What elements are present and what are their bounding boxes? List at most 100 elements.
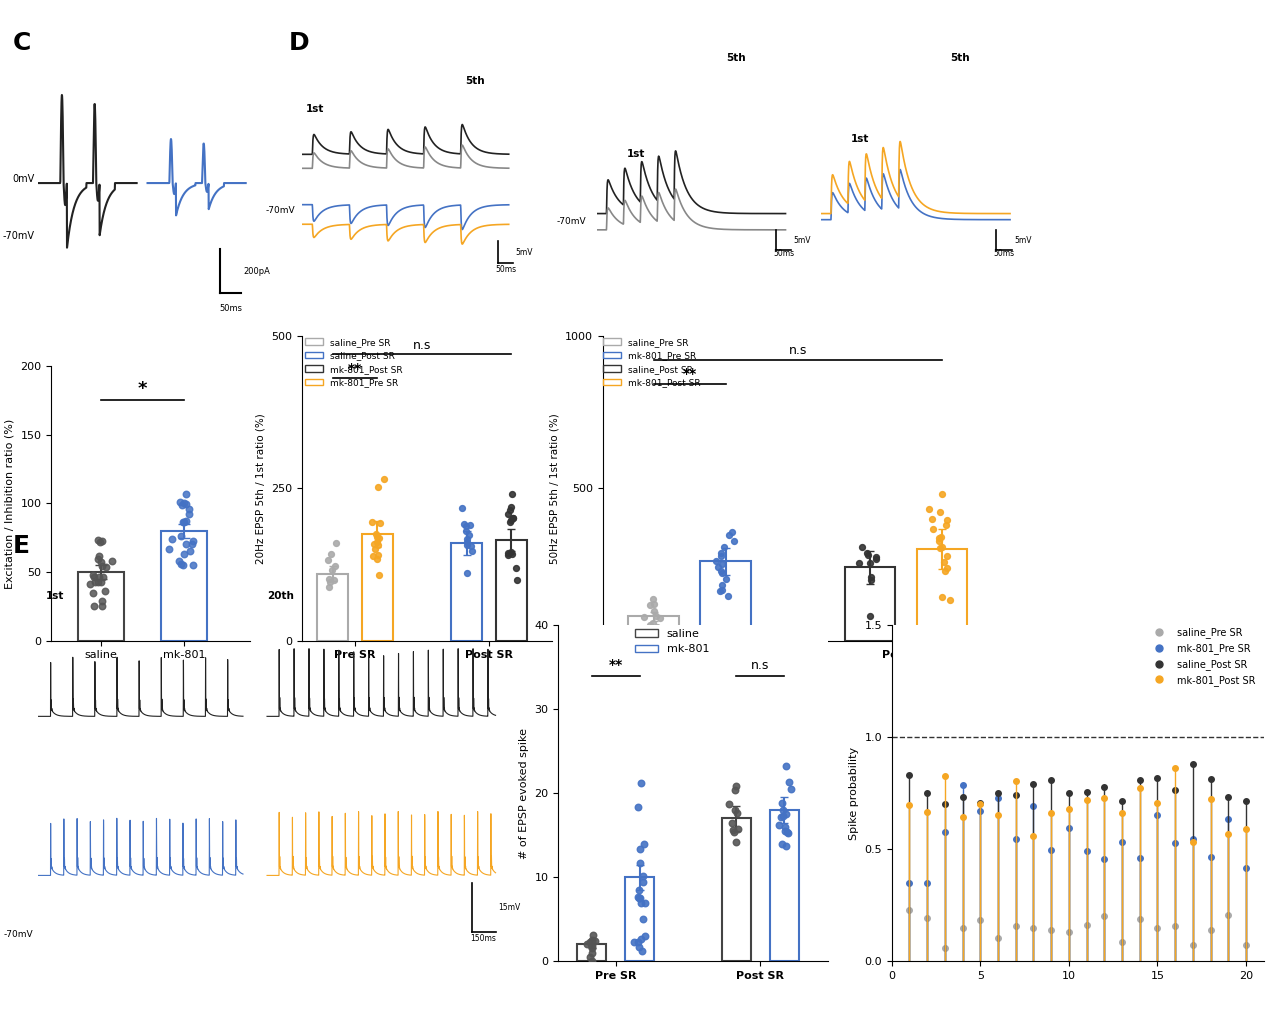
- Point: [776, 758, 797, 774]
- Point: [776, 837, 797, 853]
- Point: [625, 934, 645, 950]
- Point: [857, 545, 878, 561]
- Point: [87, 532, 108, 548]
- Point: [930, 503, 951, 520]
- Point: [368, 566, 389, 583]
- Point: [630, 890, 650, 906]
- Point: [171, 555, 191, 572]
- Bar: [770, 810, 798, 961]
- Point: [712, 577, 733, 593]
- Point: [643, 615, 663, 632]
- Point: [325, 558, 345, 575]
- Point: [706, 552, 726, 569]
- Point: [708, 558, 729, 575]
- Point: [634, 608, 654, 624]
- Point: [866, 551, 887, 567]
- Point: [725, 834, 745, 850]
- Point: [727, 804, 748, 821]
- Point: [502, 499, 522, 516]
- Point: [725, 801, 745, 818]
- Point: [178, 500, 199, 517]
- Point: [498, 546, 518, 562]
- Point: [635, 928, 656, 944]
- Point: [459, 527, 480, 543]
- Point: [774, 809, 794, 825]
- Text: 5mV: 5mV: [1014, 236, 1032, 244]
- Point: [777, 825, 798, 841]
- Point: [322, 561, 343, 578]
- Point: [182, 557, 203, 574]
- Point: [82, 566, 103, 583]
- Point: [368, 530, 389, 546]
- Point: [457, 531, 477, 547]
- Point: [92, 557, 113, 574]
- Point: [629, 882, 649, 898]
- Point: [582, 926, 603, 943]
- Text: D: D: [289, 31, 309, 55]
- Point: [162, 531, 182, 547]
- Point: [577, 936, 598, 952]
- Point: [581, 934, 602, 950]
- Text: 50ms: 50ms: [993, 249, 1015, 258]
- Point: [182, 533, 203, 549]
- Point: [319, 580, 340, 596]
- Text: *: *: [137, 379, 148, 398]
- Point: [176, 514, 196, 530]
- Point: [507, 572, 527, 588]
- Text: 200pA: 200pA: [244, 266, 271, 276]
- Point: [318, 552, 339, 569]
- Legend: saline_Pre SR, mk-801_Pre SR, saline_Post SR, mk-801_Post SR: saline_Pre SR, mk-801_Pre SR, saline_Pos…: [599, 334, 704, 391]
- Point: [91, 533, 112, 549]
- Point: [580, 949, 600, 965]
- Point: [630, 855, 650, 872]
- Y-axis label: 50Hz EPSP 5th / 1st ratio (%): 50Hz EPSP 5th / 1st ratio (%): [549, 413, 559, 563]
- Point: [326, 535, 346, 551]
- Point: [931, 486, 952, 502]
- Point: [635, 895, 656, 911]
- Point: [171, 528, 191, 544]
- Y-axis label: Excitation / Inhibition ratio (%): Excitation / Inhibition ratio (%): [5, 418, 15, 589]
- Point: [645, 607, 666, 623]
- Point: [858, 547, 879, 563]
- Point: [503, 511, 523, 527]
- Text: **: **: [348, 362, 362, 376]
- Point: [462, 543, 482, 559]
- Point: [937, 560, 957, 577]
- Point: [174, 546, 195, 562]
- Point: [367, 529, 387, 545]
- Point: [364, 536, 385, 552]
- Point: [630, 931, 650, 947]
- Point: [362, 514, 382, 530]
- Point: [629, 939, 649, 955]
- Point: [633, 868, 653, 884]
- Point: [727, 821, 748, 837]
- Point: [581, 940, 602, 956]
- Point: [774, 823, 794, 839]
- Point: [631, 943, 652, 959]
- Text: 50ms: 50ms: [495, 264, 516, 274]
- Point: [643, 621, 663, 638]
- Text: 5mV: 5mV: [793, 236, 811, 244]
- Point: [367, 547, 387, 563]
- Y-axis label: 20Hz EPSP 5th / 1st ratio (%): 20Hz EPSP 5th / 1st ratio (%): [255, 413, 266, 563]
- Point: [176, 496, 196, 513]
- Point: [91, 553, 112, 570]
- Point: [860, 554, 880, 571]
- Point: [176, 535, 196, 551]
- Point: [922, 511, 943, 527]
- Bar: [362, 534, 393, 641]
- Text: 1st: 1st: [626, 148, 645, 159]
- Point: [169, 493, 190, 510]
- Point: [722, 822, 743, 838]
- Point: [934, 554, 955, 571]
- Point: [178, 505, 199, 522]
- Point: [712, 583, 733, 599]
- Point: [92, 569, 113, 585]
- Point: [848, 554, 869, 571]
- Point: [937, 512, 957, 528]
- Point: [643, 591, 663, 607]
- Point: [502, 546, 522, 562]
- Point: [581, 937, 602, 953]
- Point: [89, 569, 109, 585]
- Text: 150ms: 150ms: [471, 935, 497, 944]
